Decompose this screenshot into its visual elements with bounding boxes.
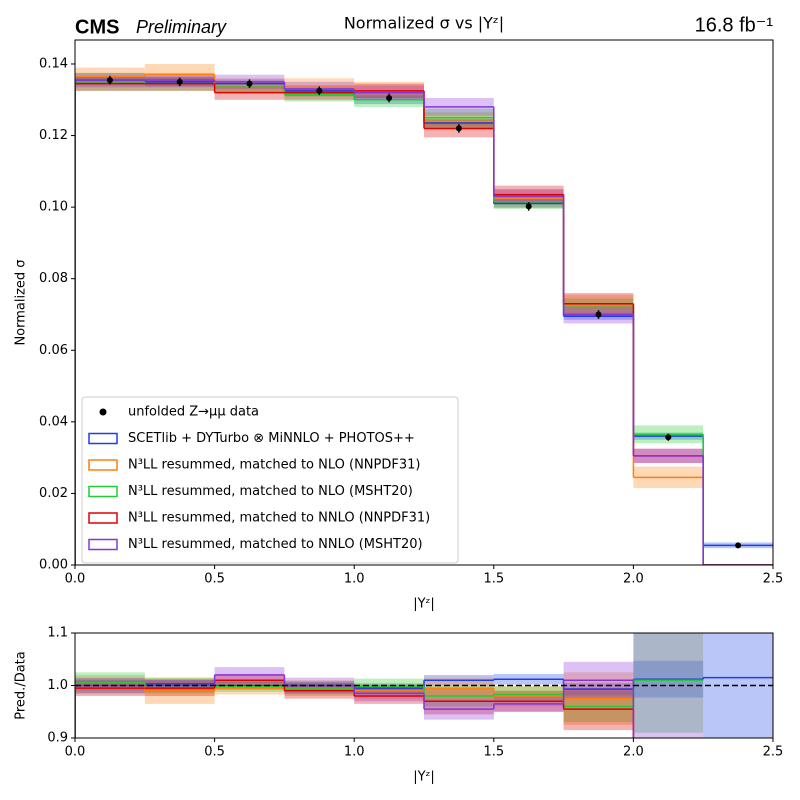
- y-tick-label: 0.12: [39, 128, 68, 143]
- data-point: [246, 80, 253, 87]
- legend-label: N³LL resummed, matched to NNLO (NNPDF31): [128, 511, 430, 526]
- y-axis-label: Pred./Data: [14, 651, 29, 719]
- uncertainty-band: [633, 633, 704, 733]
- data-point: [176, 78, 183, 85]
- data-point: [735, 542, 742, 549]
- legend-label: unfolded Z→μμ data: [128, 405, 259, 420]
- legend-marker: [99, 408, 107, 416]
- chart-title: Normalized σ vs |Yᶻ|: [344, 14, 504, 33]
- y-tick-label: 0.10: [39, 200, 68, 215]
- luminosity: 16.8 fb⁻¹: [695, 14, 774, 36]
- y-tick-label: 0.06: [39, 343, 68, 358]
- x-axis-label: |Yᶻ|: [413, 597, 434, 612]
- data-point: [595, 311, 602, 318]
- legend-swatch: [88, 432, 118, 445]
- experiment: CMS: [75, 16, 119, 38]
- axes-frame: [74, 39, 774, 566]
- y-tick-label: 0.04: [39, 414, 68, 429]
- data-point: [316, 87, 323, 94]
- x-tick-label: 1.5: [483, 745, 504, 760]
- legend-label: SCETlib + DYTurbo ⊗ MiNNLO + PHOTOS++: [128, 431, 415, 446]
- x-tick-label: 2.5: [763, 745, 784, 760]
- uncertainty-band: [633, 738, 703, 791]
- y-tick-label: 0.00: [39, 558, 68, 573]
- legend-box: [81, 396, 459, 564]
- x-tick-label: 2.5: [763, 572, 784, 587]
- legend-swatch: [88, 485, 118, 498]
- y-axis-label: Normalized σ: [14, 259, 29, 345]
- y-tick-label: 1.1: [47, 626, 68, 641]
- legend-swatch: [88, 538, 118, 551]
- y-tick-label: 0.9: [47, 731, 68, 746]
- data-point: [665, 434, 672, 441]
- x-tick-label: 1.0: [344, 572, 365, 587]
- y-tick-label: 0.02: [39, 486, 68, 501]
- x-tick-label: 1.5: [483, 572, 504, 587]
- data-point: [106, 77, 113, 84]
- x-tick-label: 2.0: [623, 572, 644, 587]
- x-tick-label: 0.5: [204, 745, 225, 760]
- x-tick-label: 0.0: [65, 745, 86, 760]
- legend-swatch: [88, 459, 118, 471]
- y-tick-label: 1.0: [47, 678, 68, 693]
- status-label: Preliminary: [136, 17, 227, 37]
- legend-label: N³LL resummed, matched to NLO (NNPDF31): [128, 458, 420, 473]
- legend-swatch: [88, 512, 118, 524]
- uncertainty-band: [633, 633, 704, 738]
- data-point: [386, 94, 393, 101]
- legend-label: N³LL resummed, matched to NLO (MSHT20): [128, 484, 413, 499]
- x-tick-label: 0.0: [65, 572, 86, 587]
- plot-area: [75, 633, 773, 791]
- y-tick-label: 0.14: [39, 56, 68, 71]
- legend-label: N³LL resummed, matched to NNLO (MSHT20): [128, 537, 423, 552]
- y-tick-label: 0.08: [39, 271, 68, 286]
- x-tick-label: 1.0: [344, 745, 365, 760]
- x-tick-label: 2.0: [623, 745, 644, 760]
- plot-area: [75, 63, 773, 565]
- data-point: [455, 125, 462, 132]
- x-tick-label: 0.5: [204, 572, 225, 587]
- data-point: [525, 203, 532, 210]
- x-axis-label: |Yᶻ|: [413, 770, 434, 785]
